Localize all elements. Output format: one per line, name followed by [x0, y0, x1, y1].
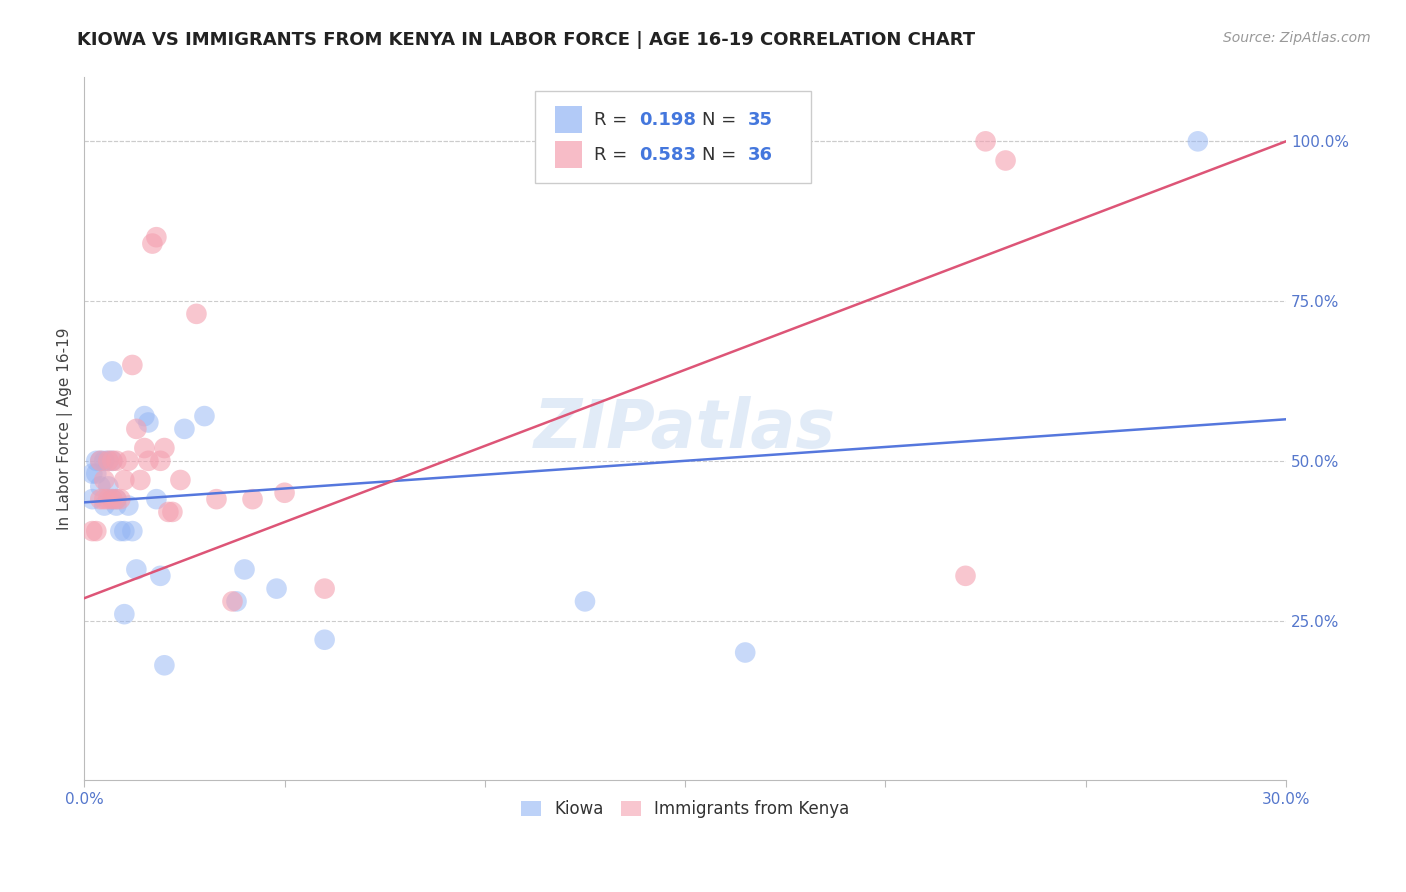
Point	[974, 134, 997, 148]
Point	[97, 454, 120, 468]
Point	[153, 441, 176, 455]
Point	[121, 524, 143, 538]
Point	[105, 492, 128, 507]
Point	[266, 582, 288, 596]
Text: R =: R =	[593, 111, 633, 128]
Point	[84, 467, 107, 481]
Point	[157, 505, 180, 519]
Point	[186, 307, 208, 321]
Point	[93, 454, 115, 468]
Point	[145, 230, 167, 244]
Point	[97, 479, 120, 493]
Point	[117, 454, 139, 468]
Text: N =: N =	[702, 145, 742, 164]
Point	[82, 467, 104, 481]
Point	[169, 473, 191, 487]
Point	[149, 569, 172, 583]
Text: R =: R =	[593, 145, 633, 164]
Point	[314, 582, 336, 596]
Point	[101, 364, 124, 378]
Point	[101, 492, 124, 507]
Point	[110, 492, 132, 507]
Point	[138, 416, 160, 430]
Point	[101, 454, 124, 468]
Text: 0.583: 0.583	[640, 145, 696, 164]
Point	[1187, 134, 1209, 148]
Point	[125, 422, 148, 436]
Point	[97, 492, 120, 507]
Point	[233, 562, 256, 576]
Point	[84, 454, 107, 468]
Point	[734, 646, 756, 660]
Point	[84, 524, 107, 538]
Y-axis label: In Labor Force | Age 16-19: In Labor Force | Age 16-19	[58, 327, 73, 530]
Text: KIOWA VS IMMIGRANTS FROM KENYA IN LABOR FORCE | AGE 16-19 CORRELATION CHART: KIOWA VS IMMIGRANTS FROM KENYA IN LABOR …	[77, 31, 976, 49]
Point	[205, 492, 228, 507]
Point	[101, 454, 124, 468]
Point	[994, 153, 1017, 168]
Point	[105, 492, 128, 507]
Point	[173, 422, 195, 436]
Point	[89, 454, 111, 468]
Point	[121, 358, 143, 372]
Point	[273, 485, 295, 500]
Text: 0.198: 0.198	[640, 111, 696, 128]
Text: 35: 35	[748, 111, 773, 128]
Point	[138, 454, 160, 468]
Point	[221, 594, 243, 608]
Point	[89, 479, 111, 493]
Point	[110, 524, 132, 538]
Point	[93, 473, 115, 487]
Point	[89, 492, 111, 507]
FancyBboxPatch shape	[534, 92, 811, 183]
Point	[125, 562, 148, 576]
Point	[112, 473, 135, 487]
Point	[134, 409, 156, 423]
Point	[97, 454, 120, 468]
Point	[93, 492, 115, 507]
Point	[82, 524, 104, 538]
Point	[955, 569, 977, 583]
Legend: Kiowa, Immigrants from Kenya: Kiowa, Immigrants from Kenya	[515, 793, 856, 825]
Point	[101, 492, 124, 507]
Point	[162, 505, 184, 519]
Point	[141, 236, 163, 251]
Point	[225, 594, 247, 608]
Point	[89, 454, 111, 468]
Point	[193, 409, 215, 423]
Point	[105, 454, 128, 468]
Point	[82, 492, 104, 507]
Point	[112, 524, 135, 538]
Text: Source: ZipAtlas.com: Source: ZipAtlas.com	[1223, 31, 1371, 45]
Point	[153, 658, 176, 673]
Point	[129, 473, 152, 487]
Point	[242, 492, 264, 507]
Point	[105, 499, 128, 513]
Point	[112, 607, 135, 622]
Point	[574, 594, 596, 608]
Point	[134, 441, 156, 455]
Text: N =: N =	[702, 111, 742, 128]
Point	[314, 632, 336, 647]
FancyBboxPatch shape	[555, 106, 582, 133]
FancyBboxPatch shape	[555, 142, 582, 168]
Point	[145, 492, 167, 507]
Text: ZIPatlas: ZIPatlas	[534, 396, 837, 462]
Point	[117, 499, 139, 513]
Point	[149, 454, 172, 468]
Text: 36: 36	[748, 145, 773, 164]
Point	[93, 499, 115, 513]
